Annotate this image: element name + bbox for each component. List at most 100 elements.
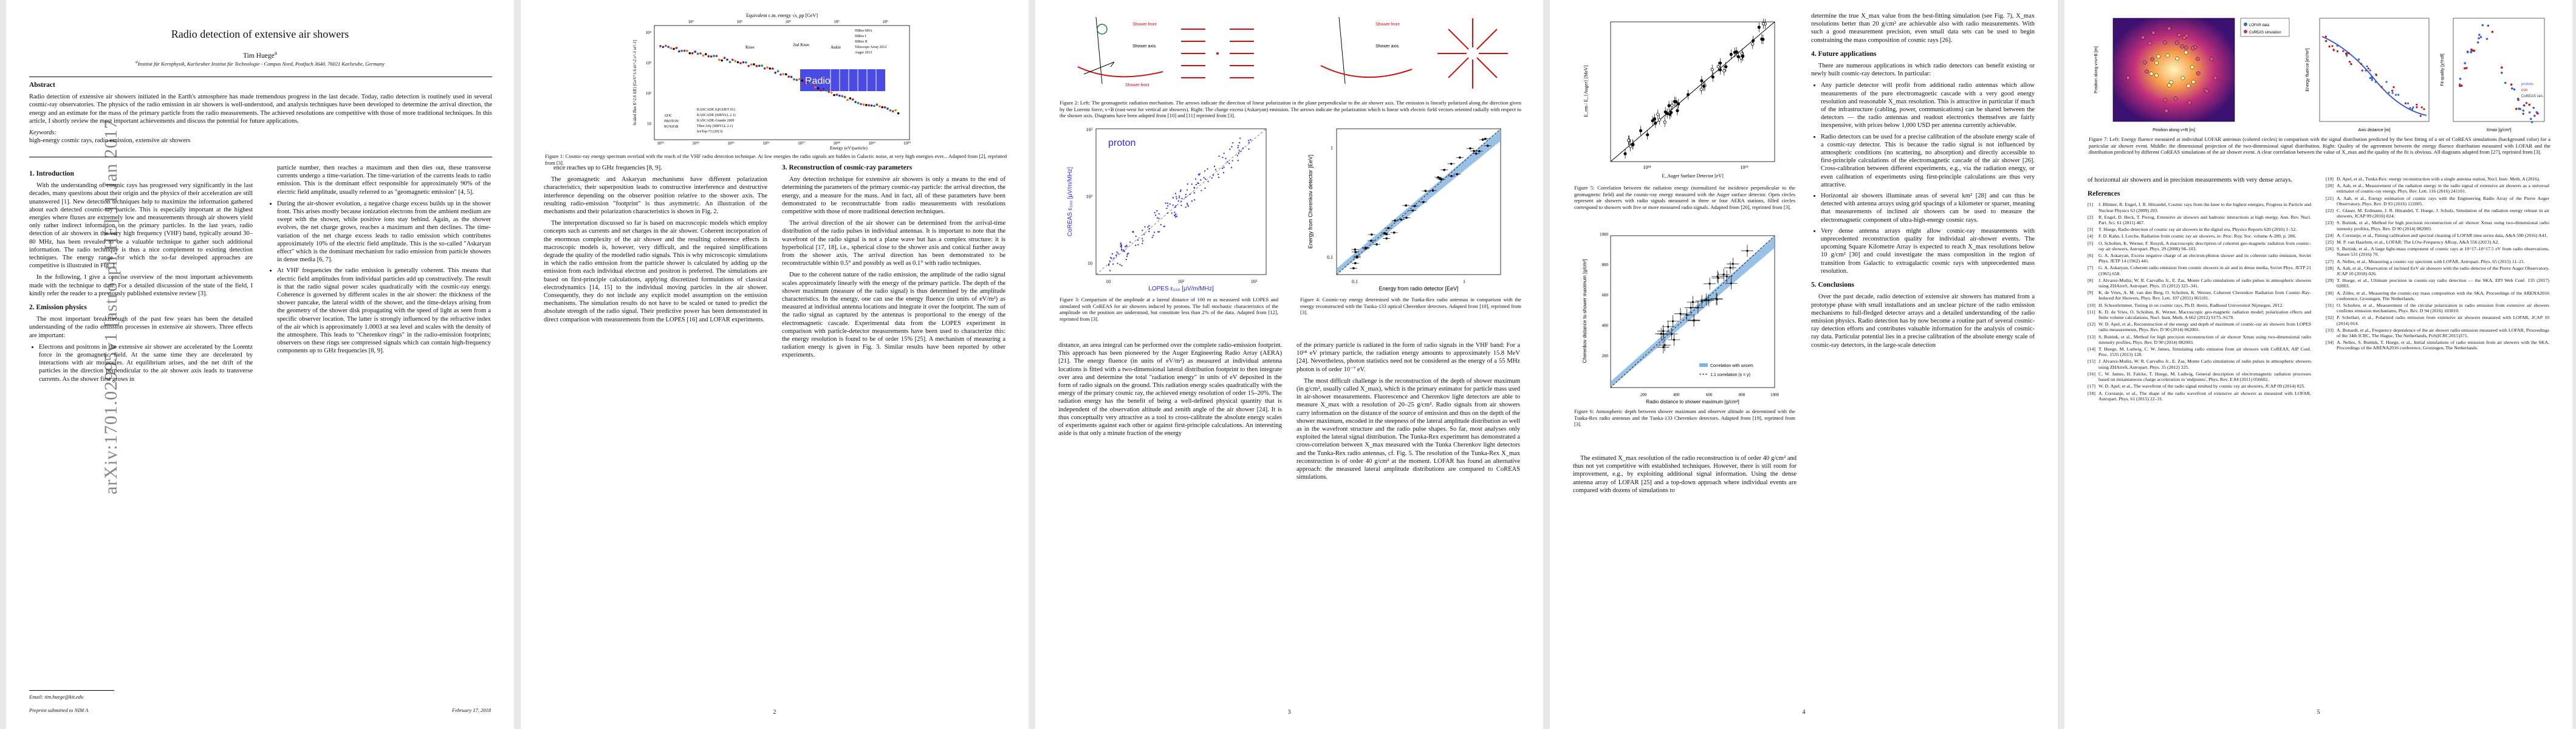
reference-item: [9] K. de Vries, A. M. van den Berg, O. S… <box>2088 290 2311 301</box>
fig7-station <box>2196 71 2201 75</box>
fig7-mid-point <box>2388 91 2390 94</box>
page5-col-right: [19] D. Apel, et al., Tunka-Rex: energy r… <box>2326 176 2549 352</box>
emission-bullet-3: At VHF frequencies the radio emission is… <box>277 267 491 355</box>
fig4-point <box>1481 139 1484 141</box>
fig5-point <box>1716 65 1720 69</box>
section-reconstruction: 3. Reconstruction of cosmic-ray paramete… <box>782 164 913 171</box>
fig1-annot-2knee: 2nd Knee <box>793 43 809 47</box>
reference-item: [32] P. Schellart, et al., Polarized radi… <box>2326 315 2549 326</box>
fig4-point <box>1375 243 1378 245</box>
fig1-point <box>843 95 846 98</box>
page-number: 3 <box>1287 709 1291 716</box>
fig5-point <box>1676 109 1679 112</box>
fig4-point <box>1443 168 1445 171</box>
fig6-point <box>1685 313 1688 316</box>
reference-item: [29] T. Huege, et al., Ultimate precision… <box>2326 278 2549 289</box>
fig7-right-point <box>2530 121 2533 123</box>
future-bullet-2: Radio detectors can be used for a precis… <box>1821 133 2035 189</box>
reference-item: [12] W. D. Apel, et al., Reconstruction o… <box>2088 321 2311 333</box>
fig7-right-ylabel: Fit quality [χ²/ndf] <box>2441 53 2445 86</box>
fig3-point <box>1142 242 1143 244</box>
fig3-point <box>1116 252 1118 253</box>
fig3-point <box>1156 210 1158 211</box>
reference-item: [16] C. W. James, H. Falcke, T. Huege, M.… <box>2088 371 2311 383</box>
abstract-heading: Abstract <box>29 81 55 89</box>
fig1-point <box>812 84 814 87</box>
fig3-point <box>1228 163 1230 165</box>
intro-p1: With the understanding of cosmic rays ha… <box>29 182 253 270</box>
fig7-footprint <box>2112 18 2235 122</box>
fig7-mid-point <box>2371 77 2373 80</box>
fig4-point <box>1385 233 1388 236</box>
fig1-point <box>889 109 892 112</box>
fig3-point <box>1242 147 1244 149</box>
fig3-point <box>1225 157 1227 159</box>
fig7-station <box>2180 76 2185 80</box>
fig5-point <box>1711 75 1714 79</box>
fig3-point <box>1180 200 1182 202</box>
fig3-point <box>1148 231 1150 232</box>
fig7-mid-point <box>2328 46 2331 48</box>
fig5-point <box>1627 139 1631 142</box>
fig1-point <box>894 109 897 112</box>
fig7-mid-point <box>2324 35 2327 38</box>
fig1-point <box>892 110 894 112</box>
fig7-right-point <box>2479 36 2482 38</box>
fig5-ticks: 10¹⁸ 10¹⁹ <box>1643 165 1748 170</box>
fig7-mid-point <box>2385 81 2388 83</box>
fig3-point <box>1250 139 1252 141</box>
fig2-geomagnetic-arrows <box>1181 29 1254 78</box>
fig6-point <box>1707 299 1710 301</box>
fig7-mid-point <box>2420 106 2423 109</box>
fig1-point <box>865 104 868 106</box>
fig6-point <box>1715 298 1718 300</box>
fig6-point <box>1672 320 1674 323</box>
fig3-point <box>1175 216 1176 218</box>
p2-continued: ence reaches up to GHz frequencies [8, 9… <box>553 165 662 171</box>
fig3-point <box>1143 233 1145 235</box>
fig3-point <box>1119 264 1121 265</box>
fig3-point <box>1115 255 1117 256</box>
fig1-point <box>875 103 879 106</box>
fig3-point <box>1158 213 1160 215</box>
fig3-y-tick: 10² <box>1086 194 1093 199</box>
page1-col-right: particle number, then reaches a maximum … <box>267 164 491 359</box>
fig1-point <box>793 78 795 81</box>
fig3-point <box>1175 205 1177 207</box>
fig3-point <box>1110 256 1112 258</box>
fig7-right-point <box>2513 88 2516 91</box>
fig6-point <box>1701 300 1703 303</box>
reference-item: [1] J. Blümer, R. Engel, J. R. Hörandel, … <box>2088 202 2311 213</box>
emission-bullet-1: Electrons and positrons in the extensive… <box>39 343 253 383</box>
fig3-point <box>1109 260 1111 262</box>
fig3-point <box>1174 214 1175 216</box>
fig6-diagonal <box>1610 235 1775 388</box>
fig7-mid-ylabel: Energy fluence [eV/m²] <box>2306 48 2310 91</box>
fig6-point <box>1730 282 1732 284</box>
fig3-point <box>1108 264 1109 265</box>
reference-item: [3] T. Huege, Radio detection of cosmic r… <box>2088 227 2297 233</box>
fig1-point <box>827 91 830 93</box>
fig7-mid-point <box>2375 74 2377 76</box>
fig1-y-ticks: 10⁴ 10³ 10² 10 <box>646 30 652 126</box>
section-conclusions: 5. Conclusions <box>1811 281 1854 289</box>
fig1-point <box>822 87 825 91</box>
fig6-point <box>1691 301 1694 303</box>
fig7-right-point <box>2478 33 2481 36</box>
fig5-point <box>1665 112 1669 115</box>
fig1-legend-item: IceTop-73 (2013) <box>697 129 722 134</box>
fig1-point <box>857 101 860 104</box>
fig1-point <box>785 73 787 76</box>
page5-col-left: of horizontal air showers and in precisi… <box>2088 176 2311 403</box>
figure-7-panels: Position along v×v×B [m] Position along … <box>2094 18 2545 132</box>
fig6-y-tick: 400 <box>1602 323 1609 328</box>
fig1-point <box>879 105 881 108</box>
fig7-mid-point <box>2348 52 2350 55</box>
page4-col-left: The estimated X_max resolution of the ra… <box>1573 454 1797 498</box>
fig1-point <box>841 95 843 97</box>
emission-list: Electrons and positrons in the extensive… <box>29 343 253 383</box>
fig1-point <box>699 52 702 55</box>
fig4-point <box>1440 178 1443 181</box>
reference-item: [22] C. Glaser, M. Erdmann, J. R. Hörande… <box>2326 208 2549 219</box>
figure-3-caption: Figure 3: Comparison of the amplitude at… <box>1060 296 1278 322</box>
